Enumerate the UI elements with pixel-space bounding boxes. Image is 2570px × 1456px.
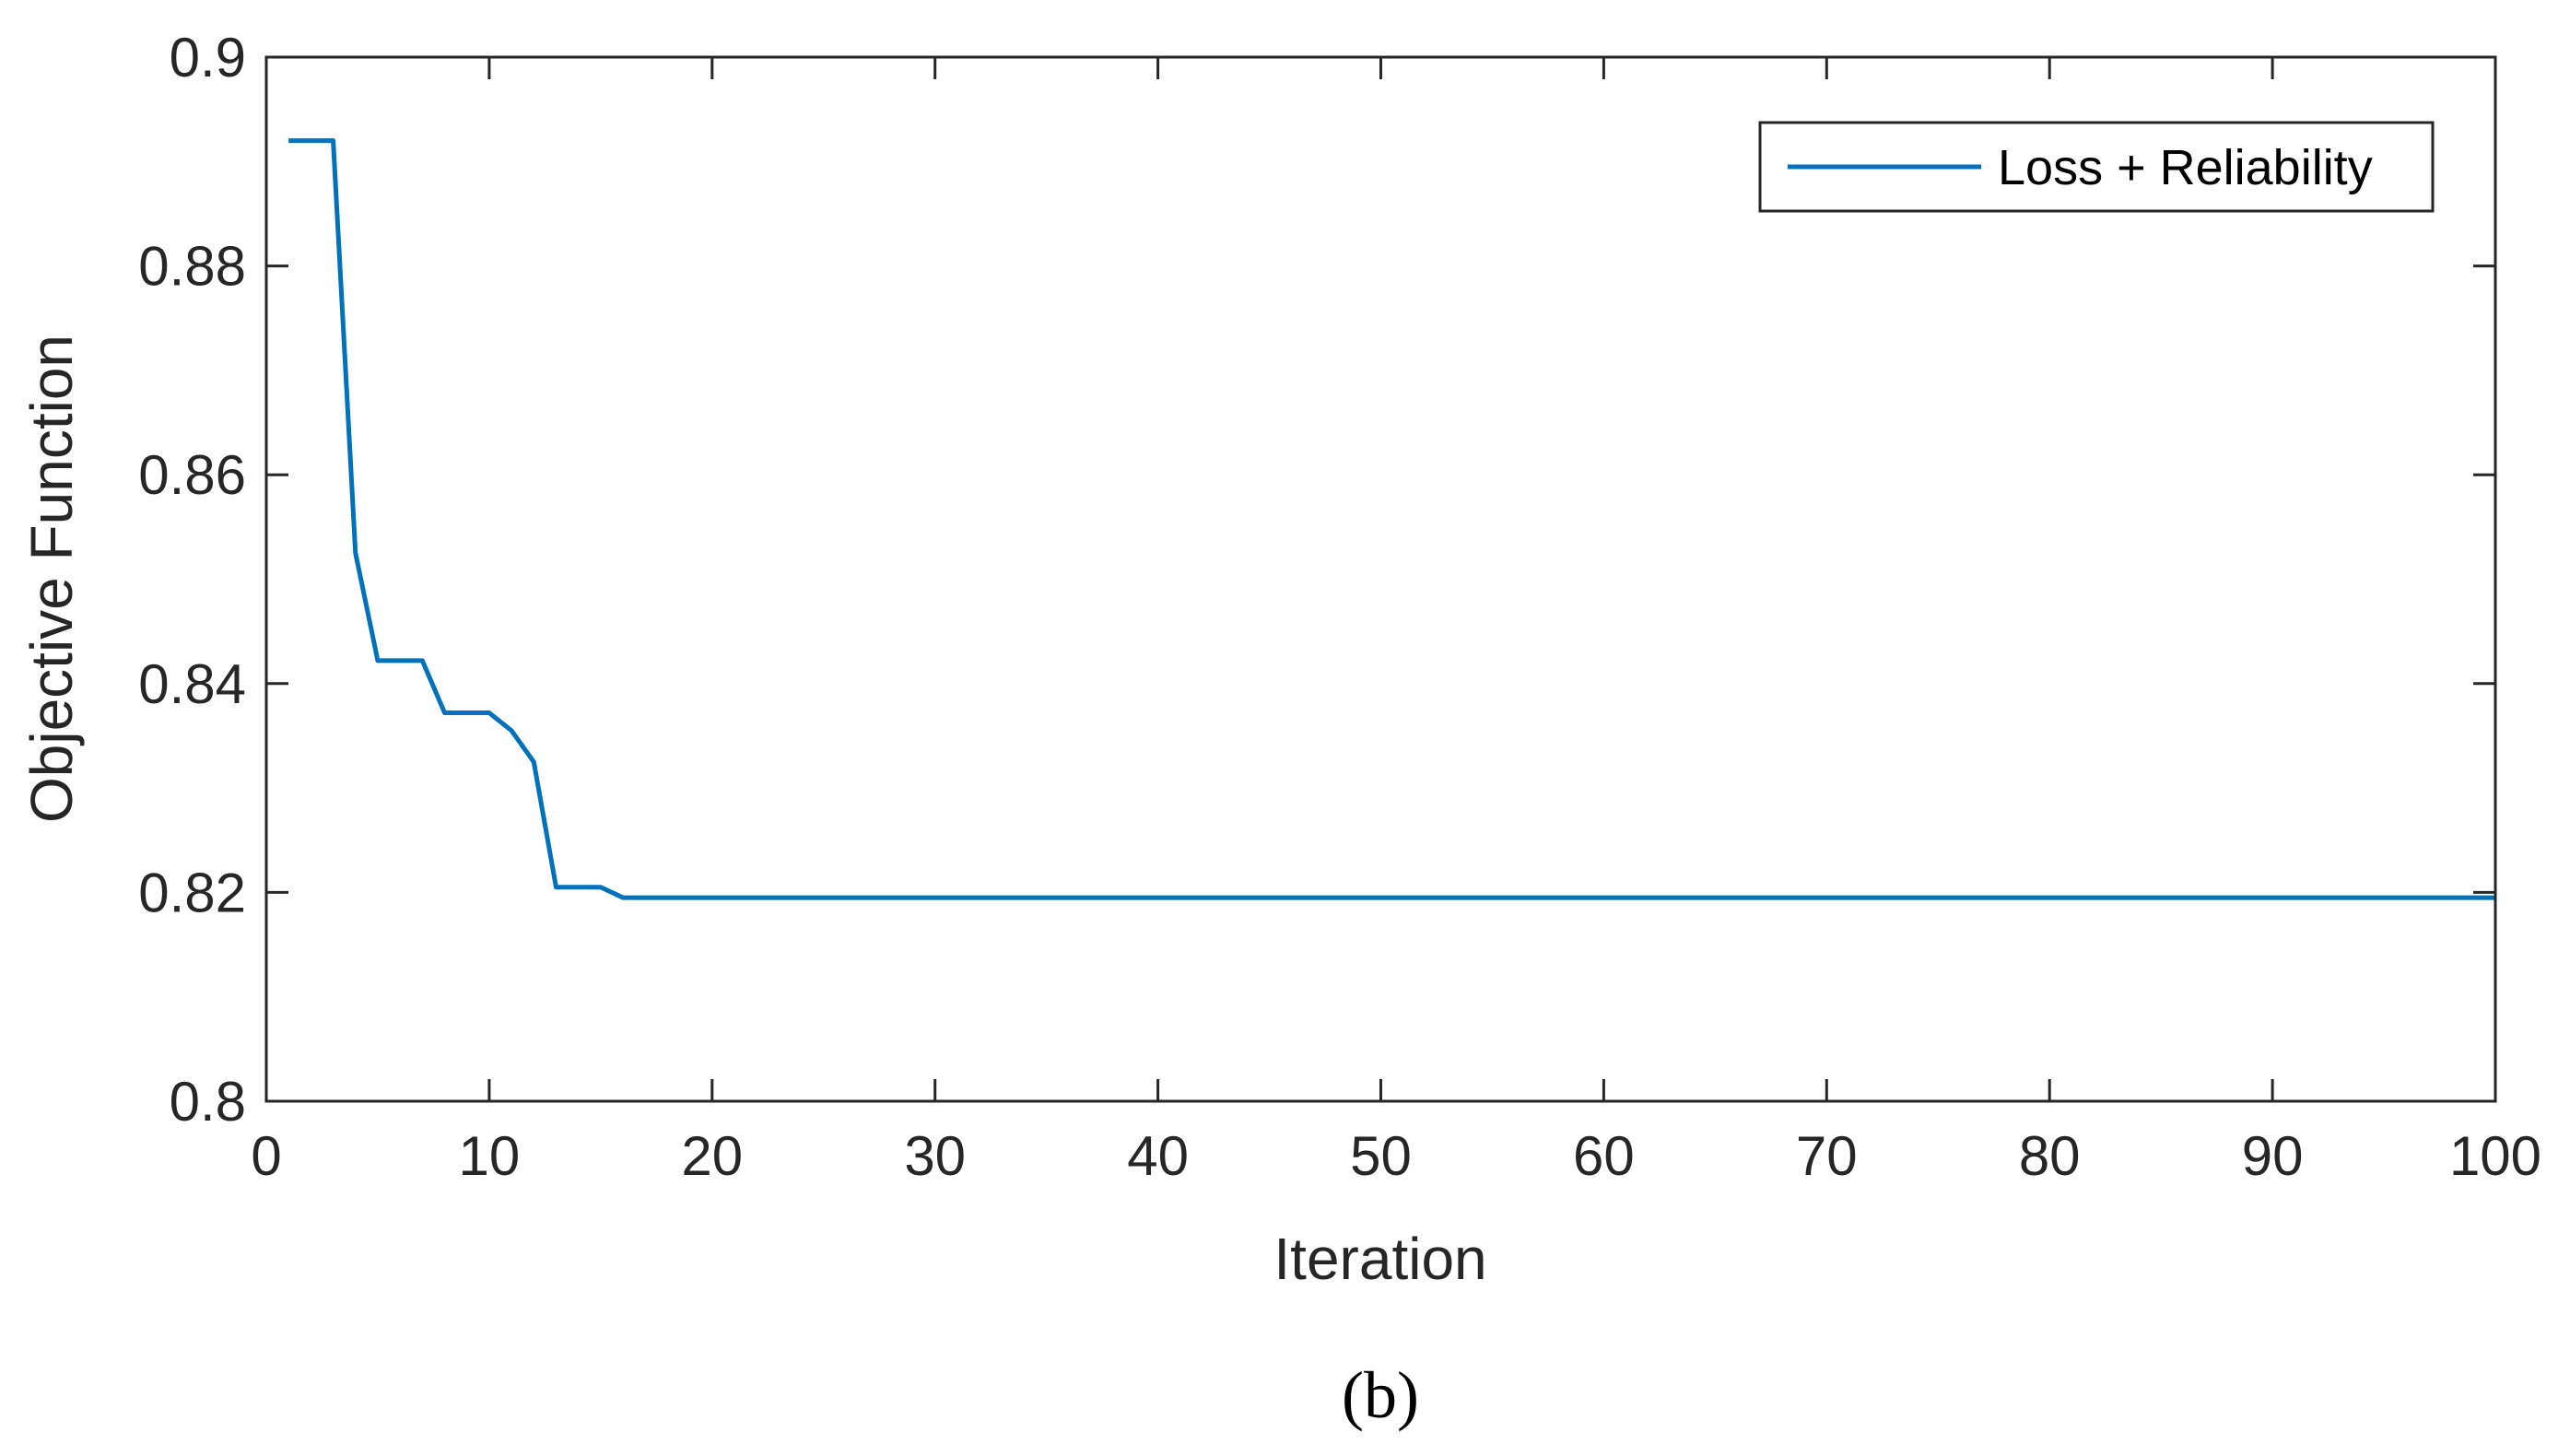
x-tick-label: 10 [459, 1125, 521, 1187]
x-axis-ticks: 0 10 20 30 40 50 60 70 80 90 100 [251, 57, 2541, 1187]
x-tick-label: 90 [2242, 1125, 2304, 1187]
x-tick-label: 40 [1127, 1125, 1189, 1187]
y-tick-label: 0.82 [138, 862, 246, 923]
x-tick-label: 0 [251, 1125, 281, 1187]
legend-label-loss-reliability: Loss + Reliability [1998, 140, 2373, 195]
series-layer [288, 138, 2495, 900]
axes-box [264, 55, 2497, 1103]
series-line-loss-reliability [288, 138, 2495, 900]
legend: Loss + Reliability [1758, 121, 2435, 213]
y-tick-label: 0.9 [170, 27, 246, 88]
plot-area [266, 57, 2495, 1101]
y-tick-label: 0.84 [138, 653, 246, 715]
figure-caption: (b) [1342, 1358, 1419, 1432]
x-tick-label: 60 [1573, 1125, 1635, 1187]
x-tick-label: 100 [2449, 1125, 2541, 1187]
y-tick-label: 0.88 [138, 236, 246, 298]
y-tick-label: 0.8 [170, 1071, 246, 1133]
y-axis-ticks: 0.8 0.82 0.84 0.86 0.88 0.9 [138, 27, 2495, 1133]
x-axis-label: Iteration [1273, 1226, 1486, 1292]
x-tick-label: 20 [681, 1125, 743, 1187]
y-axis-label: Objective Function [18, 335, 85, 823]
x-tick-label: 70 [1796, 1125, 1858, 1187]
x-tick-label: 50 [1350, 1125, 1412, 1187]
x-tick-label: 30 [904, 1125, 966, 1187]
x-tick-label: 80 [2019, 1125, 2081, 1187]
y-tick-label: 0.86 [138, 444, 246, 506]
